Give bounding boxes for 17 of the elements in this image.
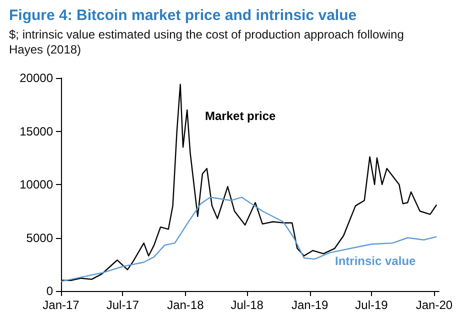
y-tick-label: 5000 <box>26 230 54 245</box>
x-tick-label: Jan-20 <box>416 298 453 312</box>
series-label: Intrinsic value <box>335 254 416 268</box>
y-tick-label: 0 <box>46 284 54 298</box>
x-tick-label: Jul-17 <box>106 298 140 312</box>
series-label: Market price <box>205 109 276 123</box>
y-tick-label: 15000 <box>20 124 54 138</box>
x-tick-label: Jan-19 <box>291 298 328 312</box>
x-tick-label: Jan-18 <box>167 298 204 312</box>
y-tick-label: 10000 <box>20 178 54 192</box>
x-tick-label: Jul-18 <box>230 298 264 312</box>
chart-title: Figure 4: Bitcoin market price and intrinsic value <box>9 7 357 24</box>
chart-subtitle: $; intrinsic value estimated using the cost of production approach following Hayes (2018) <box>9 28 408 56</box>
y-tick-label: 20000 <box>20 71 54 85</box>
x-tick-label: Jan-17 <box>42 298 80 312</box>
x-tick-label: Jul-19 <box>355 298 388 312</box>
line-series <box>60 196 438 282</box>
